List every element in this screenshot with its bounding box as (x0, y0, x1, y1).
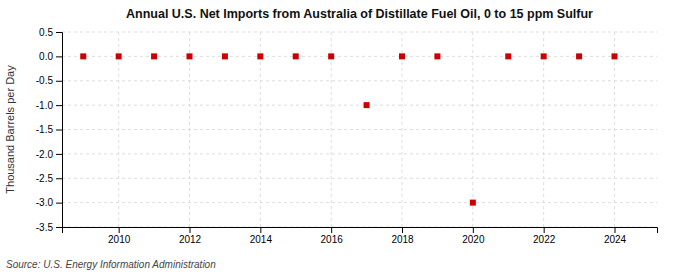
tick-label: 2014 (250, 234, 273, 245)
tick-mark (473, 227, 474, 233)
source: Source: U.S. Energy Information Administ… (6, 259, 216, 270)
tick: 0.5 (39, 27, 62, 38)
tick: 0.0 (39, 51, 62, 62)
tick-label: -0.5 (36, 75, 54, 86)
point (328, 53, 334, 59)
tick-label: 0.5 (39, 27, 53, 38)
tick: 2022 (533, 227, 556, 245)
point (364, 102, 370, 108)
tick-mark (402, 227, 403, 233)
tick-label: 2012 (179, 234, 202, 245)
tick-label: 2018 (391, 234, 414, 245)
tick-mark (56, 227, 62, 228)
tick-mark (56, 81, 62, 82)
tick: 2016 (321, 227, 344, 245)
tick-mark (56, 130, 62, 131)
tick-label: 2016 (321, 234, 344, 245)
y-axis-title: Thousand Barrels per Day (4, 65, 16, 194)
grid-line (62, 105, 657, 106)
tick-label: 0.0 (39, 51, 53, 62)
tick: -2.5 (36, 173, 62, 184)
plot: 2010 2012 2014 2016 2018 2020 2022 2024 0.5 0.0 -0… (36, 27, 658, 245)
grid-line (402, 32, 403, 227)
point (151, 53, 157, 59)
tick-mark (331, 227, 332, 233)
tick-label: -2.5 (36, 173, 54, 184)
grid (62, 32, 657, 227)
point (541, 53, 547, 59)
point (434, 53, 440, 59)
tick-mark (56, 32, 62, 33)
tick: 2020 (462, 227, 485, 245)
point (257, 53, 263, 59)
axis-line (63, 228, 658, 234)
tick-label: -1.0 (36, 100, 54, 111)
point (399, 53, 405, 59)
tick-mark (544, 227, 545, 233)
grid-line (62, 202, 657, 203)
tick-mark (56, 56, 62, 57)
tick-mark (119, 227, 120, 233)
tick-label: 2020 (462, 234, 485, 245)
grid-line (62, 32, 657, 33)
tick: 2012 (179, 227, 202, 245)
point (80, 53, 86, 59)
tick: 2014 (250, 227, 273, 245)
tick-label: 2024 (604, 234, 627, 245)
tick: -1.5 (36, 124, 62, 135)
point (116, 53, 122, 59)
tick-mark (56, 154, 62, 155)
point (576, 53, 582, 59)
tick-label: -2.0 (36, 149, 54, 160)
chart: 2010 2012 2014 2016 2018 2020 2022 2024 0.5 0.0 -0… (0, 0, 675, 275)
tick-mark (260, 227, 261, 233)
tick-label: 2010 (108, 234, 131, 245)
tick-label: 2022 (533, 234, 556, 245)
tick-mark (56, 105, 62, 106)
title: Annual U.S. Net Imports from Australia o… (126, 7, 593, 21)
tick: 2024 (604, 227, 627, 245)
tick-mark (56, 203, 62, 204)
grid-line (62, 178, 657, 179)
tick: -0.5 (36, 75, 62, 86)
axis-line (56, 33, 63, 228)
tick: 2018 (391, 227, 414, 245)
tick-label: -1.5 (36, 124, 54, 135)
y-axis: 0.5 0.0 -0.5 -1.0 -1.5 -2.0 -2.5 -3.0 -3.5 (36, 27, 63, 233)
grid-line (62, 153, 657, 154)
tick: -3.5 (36, 222, 62, 233)
grid-line (62, 129, 657, 130)
tick: -2.0 (36, 149, 62, 160)
point (505, 53, 511, 59)
tick: 2010 (108, 227, 131, 245)
tick-mark (615, 227, 616, 233)
points (80, 53, 617, 205)
tick-mark (56, 178, 62, 179)
grid-line (62, 80, 657, 81)
tick: -1.0 (36, 100, 62, 111)
point (293, 53, 299, 59)
tick-label: -3.0 (36, 197, 54, 208)
x-axis: 2010 2012 2014 2016 2018 2020 2022 2024 (63, 227, 658, 245)
point (612, 53, 618, 59)
point (470, 200, 476, 206)
point (222, 53, 228, 59)
point (187, 53, 193, 59)
grid-line (331, 32, 332, 227)
tick-mark (190, 227, 191, 233)
tick: -3.0 (36, 197, 62, 208)
tick-label: -3.5 (36, 222, 54, 233)
